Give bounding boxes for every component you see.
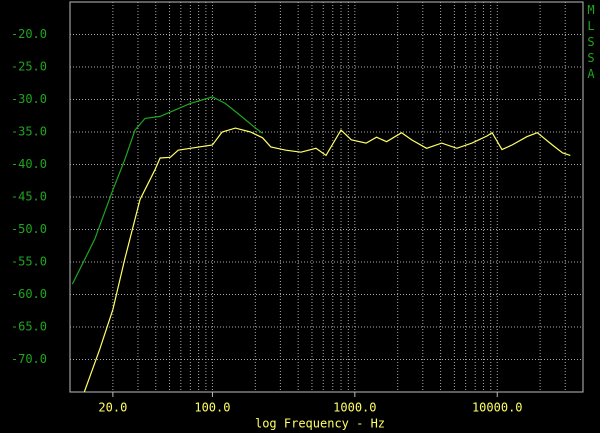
y-tick-label: -40.0 (11, 157, 47, 171)
x-tick-label: 10000.0 (472, 401, 523, 415)
y-tick-label: -70.0 (11, 352, 47, 366)
y-tick-label: -45.0 (11, 190, 47, 204)
y-tick-label: -20.0 (11, 27, 47, 41)
y-tick-label: -55.0 (11, 255, 47, 269)
y-tick-label: -65.0 (11, 320, 47, 334)
x-axis-label: log Frequency - Hz (255, 417, 385, 431)
series-line (83, 127, 571, 393)
y-tick-label: -50.0 (11, 222, 47, 236)
x-tick-label: 20.0 (98, 401, 127, 415)
x-tick-label: 1000.0 (333, 401, 376, 415)
series-line (71, 96, 263, 285)
y-tick-label: -60.0 (11, 287, 47, 301)
y-tick-label: -35.0 (11, 125, 47, 139)
x-tick-label: 100.0 (194, 401, 230, 415)
y-tick-label: -30.0 (11, 92, 47, 106)
y-tick-label: -25.0 (11, 60, 47, 74)
